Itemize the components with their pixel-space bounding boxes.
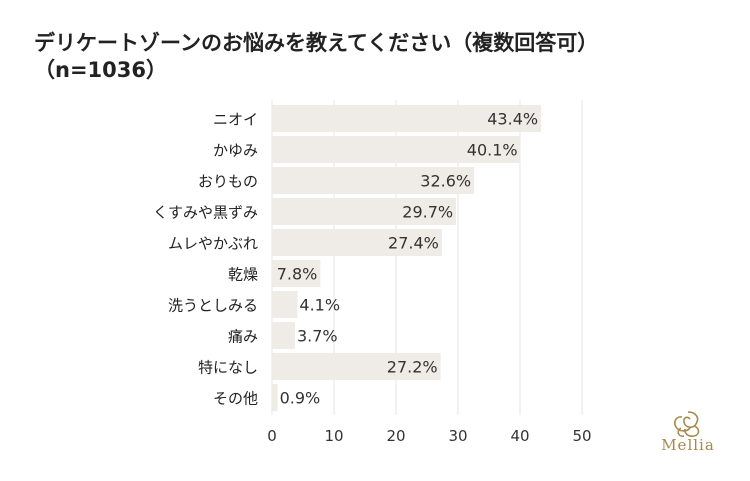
mellia-logo: Mellia <box>648 408 728 458</box>
bar-layer <box>272 105 542 411</box>
category-label: 特になし <box>198 359 258 377</box>
category-label: ニオイ <box>213 111 258 129</box>
bar <box>272 384 278 411</box>
value-label: 32.6% <box>420 172 471 191</box>
x-tick-label: 50 <box>572 427 591 445</box>
category-label: かゆみ <box>213 142 258 160</box>
value-label: 3.7% <box>297 327 338 346</box>
value-label: 29.7% <box>402 203 453 222</box>
value-label: 27.2% <box>387 358 438 377</box>
chart-subtitle: （n=1036） <box>34 58 167 82</box>
bar <box>272 198 457 225</box>
value-label: 7.8% <box>277 265 318 284</box>
bar <box>272 167 475 194</box>
category-label: 痛み <box>228 328 258 346</box>
chart-title: デリケートゾーンのお悩みを教えてください（複数回答可） （n=1036） <box>34 30 598 84</box>
value-label: 43.4% <box>487 110 538 129</box>
bar <box>272 291 298 318</box>
value-label: 27.4% <box>388 234 439 253</box>
x-tick-label: 20 <box>386 427 405 445</box>
category-label: おりもの <box>198 173 258 191</box>
x-tick-label: 0 <box>267 427 277 445</box>
label-layer: 0 10 20 30 40 50 ニオイ 43.4% かゆみ 40.1% おりもの 32.6% くすみや… <box>153 110 592 446</box>
value-label: 40.1% <box>467 141 518 160</box>
bar <box>272 322 295 349</box>
value-label: 4.1% <box>299 296 340 315</box>
category-label: その他 <box>213 390 258 408</box>
category-label: ムレやかぶれ <box>168 235 258 253</box>
chart-title-text: デリケートゾーンのお悩みを教えてください（複数回答可） <box>34 31 599 55</box>
flower-logo-icon <box>674 411 700 437</box>
bar <box>272 136 521 163</box>
value-label: 0.9% <box>280 389 321 408</box>
bar <box>272 260 321 287</box>
brand-name: Mellia <box>661 436 715 454</box>
bar <box>272 105 542 132</box>
category-label: くすみや黒ずみ <box>153 204 258 222</box>
x-tick-label: 30 <box>448 427 467 445</box>
bar <box>272 353 441 380</box>
bar <box>272 229 442 256</box>
x-tick-label: 10 <box>324 427 343 445</box>
x-tick-label: 40 <box>510 427 529 445</box>
category-label: 乾燥 <box>228 266 258 284</box>
category-label: 洗うとしみる <box>168 297 258 315</box>
